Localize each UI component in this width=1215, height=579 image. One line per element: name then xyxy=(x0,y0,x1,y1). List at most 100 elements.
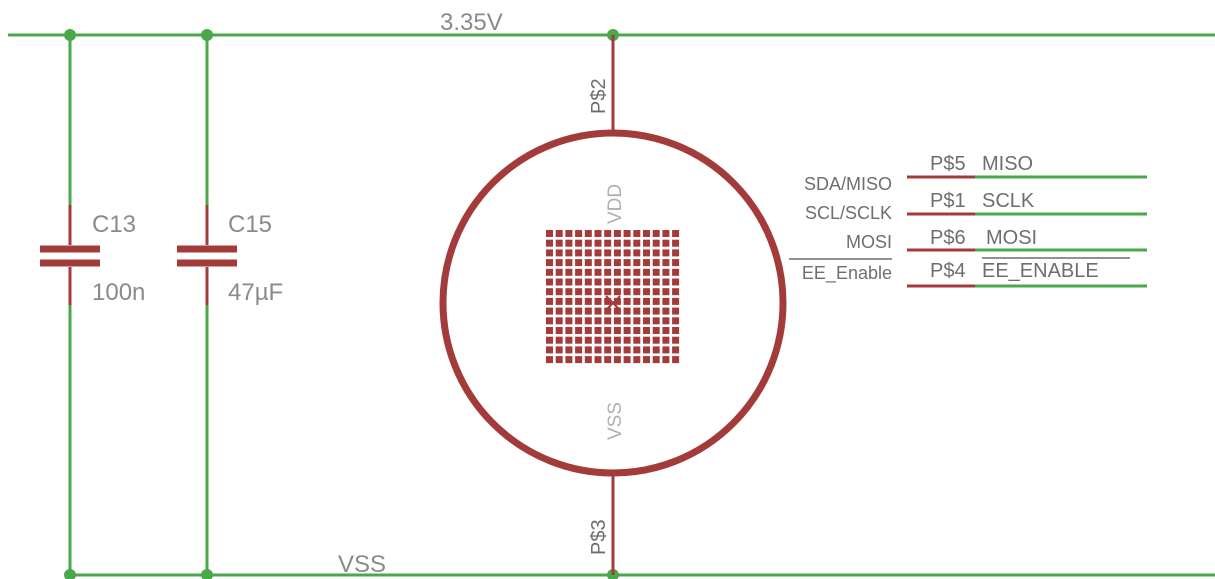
sensor-pixel xyxy=(633,317,641,325)
sensor-pixel xyxy=(672,259,680,267)
sensor-pixel xyxy=(633,249,641,257)
sensor-pixel xyxy=(604,297,612,305)
sensor-pixel xyxy=(584,268,592,276)
c13-name-label: C13 xyxy=(92,211,136,238)
sensor-pixel xyxy=(643,249,650,257)
sensor-pixel xyxy=(633,327,641,334)
sensor-pixel xyxy=(584,230,592,237)
sensor-pixel xyxy=(643,346,650,354)
pin-signal-label: EE_Enable xyxy=(802,263,892,284)
sensor-pixel xyxy=(555,278,563,286)
sensor-pixel xyxy=(594,356,602,364)
sensor-pixel-grid xyxy=(546,230,680,364)
components xyxy=(40,35,975,575)
sensor-pixel xyxy=(652,259,660,267)
sensor-pixel xyxy=(643,239,650,247)
sensor-pixel xyxy=(555,288,563,296)
pin-signal-label: SCL/SCLK xyxy=(805,203,892,223)
sensor-pixel xyxy=(623,268,631,276)
junction-dot xyxy=(64,569,76,579)
c15-name-label: C15 xyxy=(228,211,272,238)
sensor-pixel xyxy=(652,268,660,276)
sensor-pixel xyxy=(662,268,670,276)
sensor-center-mark xyxy=(605,295,621,311)
sensor-pixel xyxy=(623,278,631,286)
sensor-pixel xyxy=(633,259,641,267)
pin-pad-label: P$1 xyxy=(930,190,966,212)
sensor-pixel xyxy=(584,346,592,354)
sensor-pixel xyxy=(613,259,621,267)
sensor-pixel xyxy=(584,327,592,334)
sensor-pixel xyxy=(633,336,641,344)
sensor-pixel xyxy=(546,268,553,276)
sensor-pixel xyxy=(555,336,563,344)
sensor-pixel xyxy=(575,346,583,354)
sensor-pixel xyxy=(623,259,631,267)
sensor-pixel xyxy=(555,327,563,334)
pin-pad-label: P$6 xyxy=(930,227,966,249)
sensor-pixel xyxy=(584,307,592,315)
capacitor-c15-symbol xyxy=(177,205,237,305)
sensor-pixel xyxy=(546,336,553,344)
sensor-pixel xyxy=(604,288,612,296)
sensor-pixel xyxy=(633,356,641,364)
sensor-pixel xyxy=(584,356,592,364)
sensor-pixel xyxy=(584,278,592,286)
sensor-pixel xyxy=(613,288,621,296)
sensor-vss-label: VSS xyxy=(605,402,626,440)
sensor-pixel xyxy=(633,268,641,276)
overbars xyxy=(789,257,1130,260)
sensor-pixel xyxy=(613,317,621,325)
sensor-pixel xyxy=(633,307,641,315)
sensor-pixel xyxy=(584,297,592,305)
sensor-pixel xyxy=(575,239,583,247)
sensor-pixel xyxy=(623,346,631,354)
sensor-pixel xyxy=(643,278,650,286)
sensor-pixel xyxy=(555,307,563,315)
sensor-pixel xyxy=(652,317,660,325)
sensor-pixel xyxy=(604,268,612,276)
sensor-pin-vdd-label: P$2 xyxy=(588,78,610,114)
sensor-pixel xyxy=(623,356,631,364)
sensor-pixel xyxy=(623,336,631,344)
junction-dot xyxy=(201,29,213,41)
sensor-vdd-label: VDD xyxy=(605,184,626,224)
sensor-pixel xyxy=(555,249,563,257)
sensor-pixel xyxy=(546,307,553,315)
ground-net-label: VSS xyxy=(338,551,386,578)
sensor-pixel xyxy=(565,268,573,276)
supply-net-label: 3.35V xyxy=(440,9,503,36)
sensor-pixel xyxy=(662,317,670,325)
sensor-pixel xyxy=(575,297,583,305)
sensor-pixel xyxy=(604,356,612,364)
sensor-pixel xyxy=(555,259,563,267)
sensor-pixel xyxy=(565,239,573,247)
sensor-pixel xyxy=(575,268,583,276)
sensor-pixel xyxy=(594,278,602,286)
sensor-pixel xyxy=(672,317,680,325)
sensor-pixel xyxy=(662,288,670,296)
sensor-pixel xyxy=(672,268,680,276)
sensor-pixel xyxy=(672,288,680,296)
sensor-pixel xyxy=(584,259,592,267)
sensor-pixel xyxy=(565,249,573,257)
sensor-pixel xyxy=(623,297,631,305)
sensor-pixel xyxy=(672,278,680,286)
sensor-pixel xyxy=(662,356,670,364)
sensor-pixel xyxy=(633,230,641,237)
sensor-pixel xyxy=(565,307,573,315)
sensor-pixel xyxy=(604,336,612,344)
sensor-pixel xyxy=(584,317,592,325)
sensor-pixel xyxy=(623,327,631,334)
pin-func-label: MISO xyxy=(982,153,1033,175)
sensor-pixel xyxy=(652,278,660,286)
sensor-pixel xyxy=(565,317,573,325)
sensor-pixel xyxy=(652,297,660,305)
junctions xyxy=(64,29,619,579)
capacitor-c13-symbol xyxy=(40,205,100,305)
sensor-pixel xyxy=(613,297,621,305)
sensor-pixel xyxy=(594,336,602,344)
pin-pad-label: P$5 xyxy=(930,153,966,175)
sensor-pixel xyxy=(613,230,621,237)
